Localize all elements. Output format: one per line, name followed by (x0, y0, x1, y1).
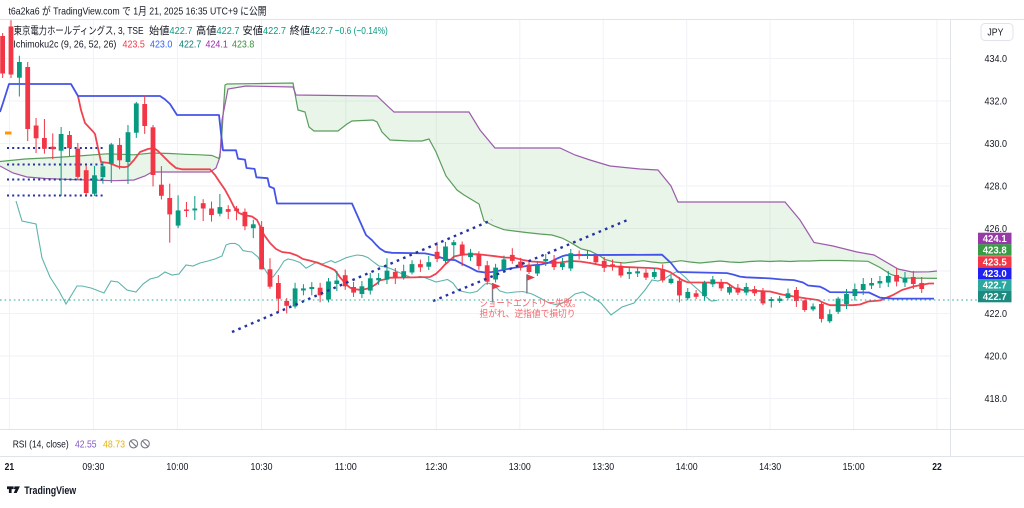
svg-text:426.0: 426.0 (985, 223, 1008, 235)
svg-text:432.0: 432.0 (985, 96, 1008, 108)
svg-text:東京電力ホールディングス, 3, TSE: 東京電力ホールディングス, 3, TSE (14, 24, 144, 37)
svg-text:422.7: 422.7 (263, 25, 286, 37)
svg-text:422.7: 422.7 (170, 25, 193, 37)
svg-text:10:00: 10:00 (166, 461, 188, 473)
svg-text:15:00: 15:00 (843, 461, 865, 473)
svg-text:高値: 高値 (196, 24, 217, 37)
svg-text:14:30: 14:30 (759, 461, 781, 473)
svg-text:424.1: 424.1 (983, 233, 1007, 245)
svg-text:Ichimoku2c (9, 26, 52, 26): Ichimoku2c (9, 26, 52, 26) (13, 38, 116, 50)
svg-text:422.7: 422.7 (983, 291, 1007, 303)
svg-text:14:00: 14:00 (676, 461, 698, 473)
svg-text:428.0: 428.0 (985, 181, 1008, 193)
svg-text:t6a2ka6 が TradingView.com で 1月: t6a2ka6 が TradingView.com で 1月 21, 2025 … (9, 5, 267, 18)
svg-text:420.0: 420.0 (985, 351, 1008, 363)
svg-text:423.8: 423.8 (232, 38, 254, 50)
svg-text:11:00: 11:00 (335, 461, 357, 473)
svg-text:09:30: 09:30 (82, 461, 104, 473)
svg-text:21: 21 (5, 461, 15, 473)
svg-text:423.0: 423.0 (150, 38, 172, 50)
svg-text:48.73: 48.73 (103, 439, 125, 451)
svg-text:TradingView: TradingView (24, 485, 76, 497)
svg-text:13:30: 13:30 (592, 461, 614, 473)
svg-text:担がれ、逆指値で損切り: 担がれ、逆指値で損切り (480, 307, 576, 320)
svg-text:423.8: 423.8 (983, 245, 1007, 257)
svg-text:RSI (14, close): RSI (14, close) (13, 439, 69, 451)
svg-text:42.55: 42.55 (75, 439, 97, 451)
svg-text:始値: 始値 (149, 24, 170, 37)
svg-text:423.5: 423.5 (123, 38, 145, 50)
svg-text:22: 22 (932, 461, 942, 473)
svg-text:422.7: 422.7 (217, 25, 240, 37)
svg-text:422.7: 422.7 (983, 280, 1007, 292)
svg-text:423.0: 423.0 (983, 268, 1007, 280)
svg-text:終値: 終値 (290, 24, 311, 37)
svg-text:422.7: 422.7 (179, 38, 201, 50)
svg-text:418.0: 418.0 (985, 393, 1008, 405)
svg-text:422.0: 422.0 (985, 308, 1008, 320)
svg-text:422.7: 422.7 (310, 25, 333, 37)
svg-text:434.0: 434.0 (985, 53, 1008, 65)
svg-text:12:30: 12:30 (425, 461, 447, 473)
svg-text:JPY: JPY (987, 27, 1003, 39)
svg-text:ショートエントリー失敗。: ショートエントリー失敗。 (480, 297, 581, 310)
svg-text:−0.6 (−0.14%): −0.6 (−0.14%) (335, 25, 388, 37)
svg-text:10:30: 10:30 (251, 461, 273, 473)
svg-text:430.0: 430.0 (985, 138, 1008, 150)
svg-text:424.1: 424.1 (206, 38, 228, 50)
svg-text:423.5: 423.5 (983, 257, 1007, 269)
svg-text:13:00: 13:00 (509, 461, 531, 473)
svg-text:安値: 安値 (243, 24, 264, 37)
